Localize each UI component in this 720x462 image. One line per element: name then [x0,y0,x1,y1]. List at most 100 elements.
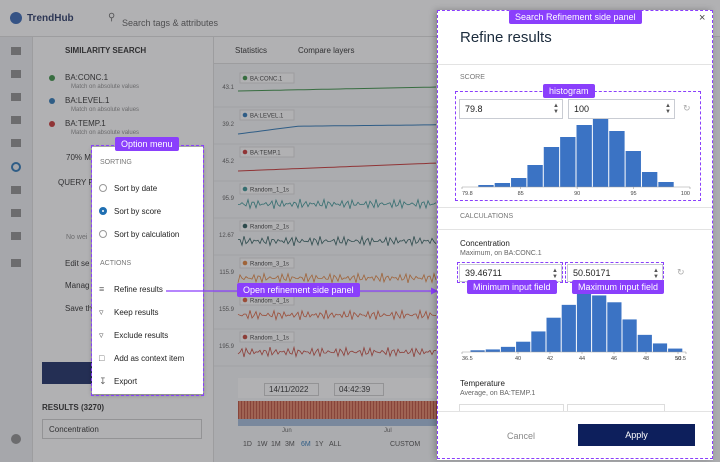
range-button[interactable]: 1Y [315,441,324,448]
radio[interactable] [99,184,107,192]
radio[interactable] [99,207,107,215]
trend-dot [242,334,248,340]
annotation-label: histogram [543,84,595,98]
rail-icon[interactable] [11,259,21,267]
rail-icon[interactable] [11,93,21,101]
option-menu: SORTING ACTIONS Sort by date Sort by scor… [92,147,203,394]
trend-label: BA:TEMP.1 [250,151,281,157]
menu-item[interactable]: Export [114,377,138,386]
score-max-input[interactable]: 100 ▲ ▼ [568,99,675,119]
trend-dot [242,186,248,192]
histogram-bar [543,147,560,187]
search-field[interactable]: Search tags & attributes [122,18,219,28]
apply-button[interactable]: Apply [578,424,695,446]
settings-icon[interactable] [11,434,21,444]
compare-tab[interactable]: Compare layers [298,46,355,55]
menu-item[interactable]: Sort by score [114,207,162,216]
trend-line [237,345,437,359]
trend-label-bg [239,146,295,158]
close-icon[interactable]: × [699,12,706,24]
tick-label: 44 [579,356,585,362]
tick-label: 95 [631,191,637,197]
spinner[interactable]: ▲ ▼ [665,103,671,115]
rail-icon[interactable] [11,116,21,124]
spinner[interactable]: ▲ ▼ [653,268,659,280]
sidebar-link[interactable]: Edit se [65,259,90,268]
histogram-bar [625,151,641,187]
tag-dot [49,98,55,104]
histogram-bar [531,331,546,352]
input-value: 39.46711 [465,268,502,278]
range-button[interactable]: 1M [271,441,281,448]
rail-icon-search[interactable] [11,162,21,172]
menu-item[interactable]: Add as context item [114,354,185,363]
results-count: RESULTS (3270) [42,403,105,412]
menu-item[interactable]: Sort by date [114,184,158,193]
menu-icon: ≡ [99,284,105,294]
section-label: SCORE [460,74,485,81]
rail-icon[interactable] [11,186,21,194]
sidebar-link[interactable]: Manag [65,281,90,290]
tick-label: 42 [547,356,553,362]
annotation-label: Open refinement side panel [237,283,360,297]
rail-icon[interactable] [11,70,21,78]
sidebar-title: SIMILARITY SEARCH [65,46,147,55]
reset-icon[interactable]: ↻ [683,103,691,113]
rail-icon[interactable] [11,232,21,240]
histogram-bar [668,348,683,352]
temp-min-input[interactable] [459,404,564,415]
search-icon: ⚲ [108,12,116,23]
menu-item[interactable]: Refine results [114,285,163,294]
radio[interactable] [99,230,107,238]
menu-item[interactable]: Sort by calculation [114,230,180,239]
time-field[interactable]: 04:42:39 [334,383,384,396]
menu-item[interactable]: Exclude results [114,331,169,340]
sidebar-link[interactable]: Save th [65,304,93,313]
trend-line [237,234,437,247]
rail-icon[interactable] [11,209,21,217]
trend-label-bg [239,109,295,121]
trend-line [237,162,437,172]
date-field[interactable]: 14/11/2022 [264,383,319,396]
range-button[interactable]: 1W [257,441,268,448]
menu-icon: ▿ [99,330,104,340]
histogram-bar [546,317,561,352]
axis-tick-label: 43.1 [222,85,234,91]
trend-line [237,271,437,284]
menu-item[interactable]: Keep results [114,308,159,317]
histogram-bar [485,349,500,352]
sort-field-select[interactable]: Concentration [42,419,202,439]
trend-label: Random_3_1s [250,262,289,268]
temp-max-input[interactable] [567,404,665,415]
axis-tick-label: 12.67 [219,233,235,239]
axis-tick-label: 95.9 [222,196,234,202]
query-label: QUERY P [58,178,94,187]
score-min-input[interactable]: 79.8 ▲ ▼ [459,99,563,119]
range-button[interactable]: ALL [329,441,342,448]
trend-label-bg [239,220,295,232]
range-button[interactable]: 1D [243,441,252,448]
range-button[interactable]: 6M [301,441,311,448]
annotation-outline [455,91,701,201]
menu-icon: □ [99,353,105,363]
histogram-bar [592,295,607,352]
annotation-outline [91,145,204,396]
spinner[interactable]: ▲ ▼ [552,268,558,280]
annotation-label: Search Refinement side panel [509,10,642,24]
rail-icon[interactable] [11,47,21,55]
calc-name: Temperature [460,379,505,388]
axis-tick-label: 39.2 [222,122,234,128]
calc-desc: Average, on BA:TEMP.1 [460,390,536,397]
range-button[interactable]: 3M [285,441,295,448]
statistics-tab[interactable]: Statistics [235,46,268,55]
trend-dot [242,223,248,229]
cancel-button[interactable]: Cancel [507,431,536,441]
trend-line [237,197,437,210]
rail-icon[interactable] [11,139,21,147]
reset-icon[interactable]: ↻ [677,267,685,277]
spinner[interactable]: ▲ ▼ [553,103,559,115]
trend-line [237,308,437,322]
custom-range-button[interactable]: CUSTOM [390,441,421,448]
trend-dot [242,149,248,155]
navigator-range [238,419,437,426]
